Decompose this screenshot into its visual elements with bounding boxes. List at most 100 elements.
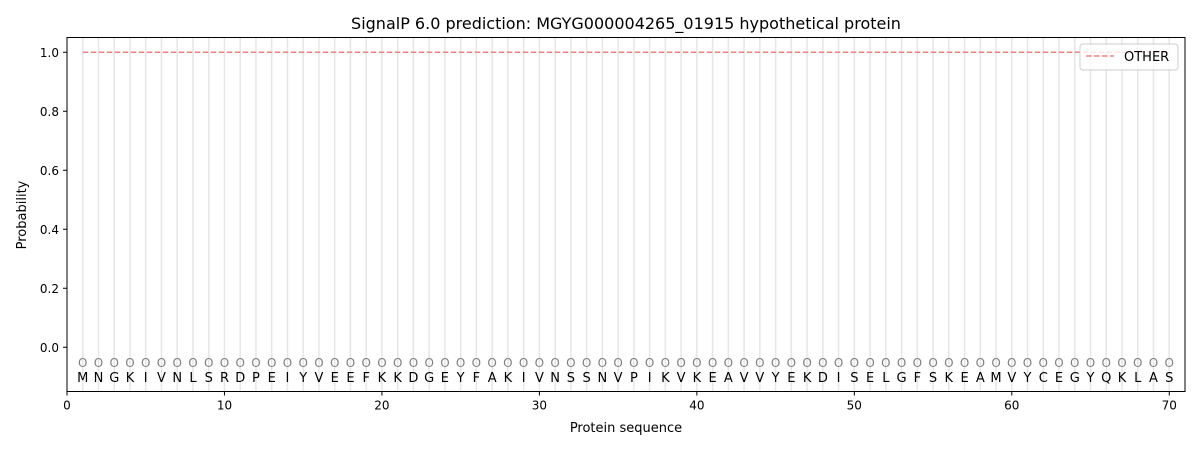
prediction-label: O (613, 356, 622, 370)
prediction-label: O (393, 356, 402, 370)
prediction-label: O (456, 356, 465, 370)
prediction-label: O (708, 356, 717, 370)
residue-label: V (314, 371, 323, 386)
residue-label: S (205, 371, 213, 386)
prediction-label: O (960, 356, 969, 370)
residue-label: E (268, 371, 276, 386)
legend-box (1079, 43, 1179, 71)
residue-label: A (488, 371, 497, 386)
residue-label: Q (1101, 371, 1111, 386)
y-tick-label: 0.2 (40, 282, 59, 296)
prediction-label: O (944, 356, 953, 370)
residue-label: E (866, 371, 874, 386)
residue-label: E (787, 371, 795, 386)
prediction-label: O (1070, 356, 1079, 370)
prediction-label: O (377, 356, 386, 370)
prediction-label: O (771, 356, 780, 370)
prediction-label: O (550, 356, 559, 370)
prediction-label: O (928, 356, 937, 370)
residue-label: K (1118, 371, 1127, 386)
prediction-label: O (629, 356, 638, 370)
prediction-label: O (172, 356, 181, 370)
prediction-label: O (676, 356, 685, 370)
prediction-label: O (1086, 356, 1095, 370)
residue-label: I (648, 371, 652, 386)
residue-label: Y (456, 371, 465, 386)
x-tick-label: 10 (217, 399, 232, 413)
prediction-label: O (141, 356, 150, 370)
residue-label: S (1165, 371, 1173, 386)
prediction-label: O (645, 356, 654, 370)
residue-label: V (740, 371, 749, 386)
prediction-label: O (440, 356, 449, 370)
residue-label: C (1039, 371, 1048, 386)
prediction-label: O (125, 356, 134, 370)
prediction-label: O (188, 356, 197, 370)
residue-label: I (144, 371, 148, 386)
residue-label: V (677, 371, 686, 386)
x-tick-label: 50 (847, 399, 862, 413)
prediction-label: O (850, 356, 859, 370)
y-tick-label: 0.8 (40, 105, 59, 119)
prediction-label: O (1102, 356, 1111, 370)
residue-label: S (567, 371, 575, 386)
prediction-label: O (1054, 356, 1063, 370)
residue-label: V (1007, 371, 1016, 386)
residue-label: K (504, 371, 513, 386)
prediction-label: O (157, 356, 166, 370)
prediction-label: O (881, 356, 890, 370)
x-axis: 0 10 20 30 40 50 60 70 (63, 391, 1177, 413)
residue-label: I (286, 371, 290, 386)
prediction-label: O (897, 356, 906, 370)
residue-label: A (976, 371, 985, 386)
prediction-label: O (1165, 356, 1174, 370)
prediction-label: O (566, 356, 575, 370)
residue-label: Y (1023, 371, 1032, 386)
residue-label: E (960, 371, 968, 386)
residue-label: G (1070, 371, 1080, 386)
prediction-label: O (692, 356, 701, 370)
residue-label: V (755, 371, 764, 386)
residue-label: I (522, 371, 526, 386)
residue-label: L (882, 371, 890, 386)
residue-label: E (331, 371, 339, 386)
residue-label: P (252, 371, 260, 386)
residue-label: K (803, 371, 812, 386)
chart-title: SignalP 6.0 prediction: MGYG000004265_01… (351, 14, 901, 34)
prediction-label: O (235, 356, 244, 370)
prediction-label: O (1133, 356, 1142, 370)
x-tick-label: 0 (63, 399, 71, 413)
prediction-label: O (424, 356, 433, 370)
residue-label: D (818, 371, 828, 386)
residue-label: V (535, 371, 544, 386)
residue-label: L (189, 371, 197, 386)
residue-label: P (630, 371, 638, 386)
residue-label: F (914, 371, 921, 386)
residue-label: A (1149, 371, 1158, 386)
y-tick-label: 0.6 (40, 164, 59, 178)
residue-label: N (550, 371, 560, 386)
residue-label: N (598, 371, 608, 386)
legend-label-other: OTHER (1124, 50, 1169, 65)
x-tick-label: 20 (374, 399, 389, 413)
residue-label: K (945, 371, 954, 386)
y-tick-label: 0.0 (40, 341, 59, 355)
prediction-label: O (110, 356, 119, 370)
residue-label: Y (298, 371, 307, 386)
residue-label: G (424, 371, 434, 386)
prediction-label: O (834, 356, 843, 370)
residue-label: R (220, 371, 229, 386)
residue-label: G (109, 371, 119, 386)
plot-frame (66, 37, 1186, 392)
legend: OTHER (1079, 43, 1179, 71)
prediction-label: O (582, 356, 591, 370)
residue-label: K (393, 371, 402, 386)
residue-label: G (897, 371, 907, 386)
prediction-label: O (472, 356, 481, 370)
x-tick-label: 40 (689, 399, 704, 413)
prediction-label: O (251, 356, 260, 370)
residue-label: N (94, 371, 104, 386)
prediction-label: O (1007, 356, 1016, 370)
prediction-label: O (802, 356, 811, 370)
